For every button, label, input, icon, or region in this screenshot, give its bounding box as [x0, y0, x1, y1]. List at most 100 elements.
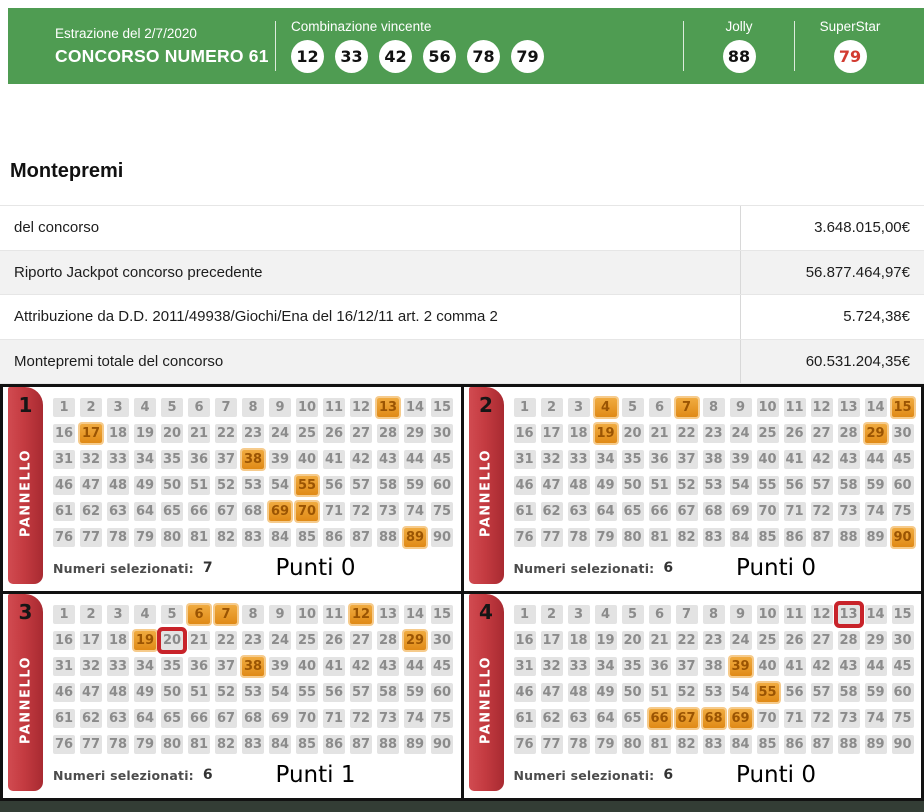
grid-number-cell: 4 — [594, 605, 617, 624]
panel-info: Numeri selezionati: 7 Punti 0 — [53, 555, 451, 581]
winning-number-ball: 79 — [511, 40, 544, 73]
montepremi-row-label: Riporto Jackpot concorso precedente — [14, 263, 263, 281]
grid-number-cell: 23 — [702, 424, 725, 443]
grid-number-cell: 56 — [323, 683, 345, 702]
montepremi-row: del concorso 3.648.015,00€ — [0, 206, 924, 251]
grid-number-cell: 82 — [215, 528, 237, 547]
montepremi-row-label: Montepremi totale del concorso — [14, 352, 224, 370]
grid-number-cell: 77 — [540, 735, 563, 754]
punti-value: Punti 1 — [275, 762, 356, 788]
grid-number-cell: 5 — [161, 398, 183, 417]
grid-number-cell: 73 — [377, 502, 399, 521]
grid-number-cell: 45 — [431, 450, 453, 469]
grid-number-cell: 74 — [404, 709, 426, 728]
winning-numbers: 12 33 42 56 78 79 — [291, 40, 683, 73]
grid-number-cell: 39 — [729, 657, 752, 676]
grid-number-cell: 61 — [513, 502, 536, 521]
grid-number-cell: 8 — [242, 398, 264, 417]
pannello-side-label: PANNELLO — [478, 656, 494, 745]
grid-number-cell: 39 — [269, 450, 291, 469]
montepremi-row-value: 3.648.015,00€ — [740, 206, 924, 250]
grid-number-cell: 40 — [296, 657, 318, 676]
grid-number-cell: 70 — [296, 709, 318, 728]
grid-number-cell: 55 — [296, 476, 318, 495]
grid-number-cell: 16 — [53, 631, 75, 650]
grid-number-cell: 81 — [648, 528, 671, 547]
grid-number-cell: 37 — [215, 657, 237, 676]
grid-number-cell: 89 — [404, 735, 426, 754]
grid-number-cell: 18 — [107, 631, 129, 650]
grid-number-cell: 35 — [621, 657, 644, 676]
selected-numbers-label: Numeri selezionati: — [53, 560, 194, 576]
grid-number-cell: 70 — [756, 709, 779, 728]
grid-number-cell: 23 — [242, 424, 264, 443]
grid-number-cell: 7 — [215, 398, 237, 417]
grid-number-cell: 16 — [513, 424, 536, 443]
grid-number-cell: 30 — [891, 631, 914, 650]
grid-number-cell: 71 — [783, 709, 806, 728]
grid-number-cell: 61 — [53, 709, 75, 728]
grid-number-cell: 58 — [837, 476, 860, 495]
grid-number-cell: 44 — [404, 450, 426, 469]
selected-numbers-count: 6 — [663, 767, 674, 783]
grid-number-cell: 38 — [702, 450, 725, 469]
grid-number-cell: 88 — [377, 735, 399, 754]
grid-number-cell: 42 — [810, 657, 833, 676]
grid-number-cell: 20 — [621, 631, 644, 650]
grid-number-cell: 6 — [188, 398, 210, 417]
grid-number-cell: 69 — [269, 502, 291, 521]
grid-number-cell: 26 — [783, 424, 806, 443]
grid-number-cell: 60 — [891, 683, 914, 702]
pannello-number: 2 — [479, 393, 493, 417]
grid-number-cell: 19 — [134, 631, 156, 650]
grid-number-cell: 20 — [161, 424, 183, 443]
grid-number-cell: 33 — [567, 657, 590, 676]
punti-value: Punti 0 — [736, 762, 816, 788]
grid-number-cell: 8 — [702, 398, 725, 417]
grid-number-cell: 29 — [404, 631, 426, 650]
grid-number-cell: 47 — [540, 683, 563, 702]
grid-number-cell: 73 — [837, 709, 860, 728]
grid-number-cell: 30 — [891, 424, 914, 443]
grid-number-cell: 72 — [350, 709, 372, 728]
grid-number-cell: 14 — [404, 398, 426, 417]
grid-number-cell: 55 — [756, 683, 779, 702]
header-divider — [794, 21, 795, 71]
grid-number-cell: 72 — [350, 502, 372, 521]
grid-number-cell: 65 — [161, 502, 183, 521]
grid-number-cell: 41 — [323, 657, 345, 676]
grid-number-cell: 24 — [269, 424, 291, 443]
montepremi-row-label: Attribuzione da D.D. 2011/49938/Giochi/E… — [14, 308, 498, 326]
grid-number-cell: 82 — [675, 735, 698, 754]
grid-number-cell: 57 — [350, 476, 372, 495]
grid-number-cell: 42 — [350, 450, 372, 469]
grid-number-cell: 66 — [188, 502, 210, 521]
grid-number-cell: 19 — [134, 424, 156, 443]
grid-number-cell: 34 — [134, 450, 156, 469]
grid-number-cell: 48 — [107, 683, 129, 702]
grid-number-cell: 71 — [323, 709, 345, 728]
pannello-ribbon: 1 PANNELLO — [8, 387, 43, 584]
grid-number-cell: 79 — [594, 735, 617, 754]
grid-number-cell: 78 — [107, 528, 129, 547]
grid-number-cell: 79 — [134, 528, 156, 547]
grid-number-cell: 24 — [269, 631, 291, 650]
grid-number-cell: 21 — [188, 424, 210, 443]
grid-number-cell: 7 — [215, 605, 237, 624]
grid-number-cell: 17 — [540, 631, 563, 650]
grid-number-cell: 22 — [215, 424, 237, 443]
grid-number-cell: 55 — [756, 476, 779, 495]
grid-number-cell: 28 — [837, 631, 860, 650]
grid-number-cell: 73 — [837, 502, 860, 521]
grid-number-cell: 58 — [837, 683, 860, 702]
grid-number-cell: 33 — [107, 450, 129, 469]
grid-number-cell: 11 — [323, 605, 345, 624]
grid-number-cell: 36 — [648, 657, 671, 676]
grid-number-cell: 84 — [269, 735, 291, 754]
grid-number-cell: 34 — [594, 657, 617, 676]
grid-number-cell: 89 — [404, 528, 426, 547]
grid-number-cell: 63 — [567, 502, 590, 521]
grid-number-cell: 64 — [134, 709, 156, 728]
grid-number-cell: 15 — [891, 398, 914, 417]
panel-info: Numeri selezionati: 6 Punti 0 — [514, 762, 912, 788]
